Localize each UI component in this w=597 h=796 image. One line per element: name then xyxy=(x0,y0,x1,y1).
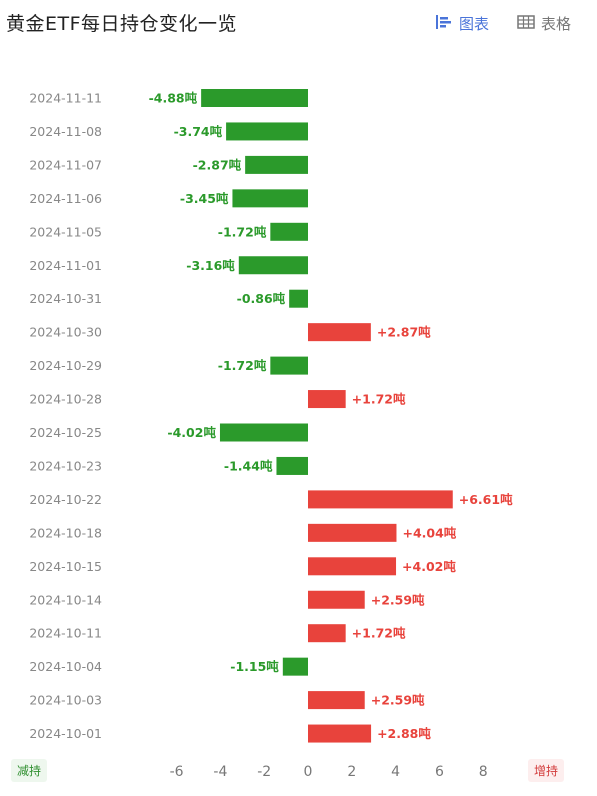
data-label: -1.72吨 xyxy=(218,224,267,239)
x-tick-label: 4 xyxy=(391,764,400,780)
data-label: +4.04吨 xyxy=(402,525,456,540)
category-label: 2024-10-22 xyxy=(29,492,102,507)
bar xyxy=(308,590,365,609)
category-label: 2024-11-08 xyxy=(29,124,102,139)
data-label: +1.72吨 xyxy=(352,626,406,641)
data-label: -1.15吨 xyxy=(230,659,279,674)
data-label: -3.74吨 xyxy=(174,124,223,139)
bar xyxy=(270,222,308,241)
data-label: +2.59吨 xyxy=(371,592,425,607)
data-label: +2.88吨 xyxy=(377,726,431,741)
bar xyxy=(276,456,308,475)
x-tick-label: -6 xyxy=(170,764,184,780)
category-label: 2024-11-07 xyxy=(29,157,102,172)
data-label: -1.72吨 xyxy=(218,358,267,373)
category-label: 2024-11-06 xyxy=(29,191,102,206)
category-label: 2024-10-30 xyxy=(29,325,102,340)
x-tick-label: 8 xyxy=(479,764,488,780)
x-tick-label: 2 xyxy=(347,764,356,780)
data-label: -0.86吨 xyxy=(237,291,286,306)
category-label: 2024-10-25 xyxy=(29,425,102,440)
data-label: -4.02吨 xyxy=(167,425,216,440)
category-label: 2024-10-01 xyxy=(29,726,102,741)
bar xyxy=(308,323,371,342)
category-label: 2024-11-05 xyxy=(29,224,102,239)
chart-view-label: 图表 xyxy=(459,15,490,33)
data-label: +6.61吨 xyxy=(459,492,513,507)
category-label: 2024-10-18 xyxy=(29,525,102,540)
category-label: 2024-10-03 xyxy=(29,693,102,708)
category-label: 2024-10-31 xyxy=(29,291,102,306)
x-tick-label: 0 xyxy=(304,764,313,780)
table-view-tab[interactable]: 表格 xyxy=(517,13,571,34)
x-tick-label: -4 xyxy=(213,764,227,780)
bar xyxy=(282,657,308,676)
category-label: 2024-11-01 xyxy=(29,258,102,273)
page-title: 黄金ETF每日持仓变化一览 xyxy=(6,13,238,35)
bar xyxy=(308,624,346,643)
category-label: 2024-10-29 xyxy=(29,358,102,373)
category-label: 2024-10-28 xyxy=(29,392,102,407)
category-label: 2024-10-14 xyxy=(29,592,102,607)
bar xyxy=(308,557,397,576)
data-label: +2.59吨 xyxy=(371,693,425,708)
bar xyxy=(308,523,397,542)
data-label: -4.88吨 xyxy=(149,91,198,106)
bar xyxy=(270,356,308,375)
data-label: -3.45吨 xyxy=(180,191,229,206)
bar xyxy=(308,490,453,509)
bar xyxy=(308,390,346,409)
data-label: -3.16吨 xyxy=(186,258,235,273)
category-label: 2024-10-23 xyxy=(29,458,102,473)
bar xyxy=(219,423,308,442)
data-label: +1.72吨 xyxy=(352,392,406,407)
category-label: 2024-11-11 xyxy=(29,91,102,106)
data-label: -2.87吨 xyxy=(193,157,242,172)
table-view-label: 表格 xyxy=(541,15,572,33)
category-label: 2024-10-15 xyxy=(29,559,102,574)
bar xyxy=(245,155,308,174)
bar xyxy=(201,89,308,107)
bar xyxy=(308,724,372,743)
increase-legend-badge: 增持 xyxy=(528,759,565,782)
category-label: 2024-10-11 xyxy=(29,626,102,641)
category-label: 2024-10-04 xyxy=(29,659,102,674)
bar xyxy=(226,122,308,141)
bar xyxy=(289,289,308,308)
bar xyxy=(308,691,365,710)
data-label: +2.87吨 xyxy=(377,325,431,340)
bar-chart-icon xyxy=(435,14,453,34)
bar xyxy=(238,256,308,275)
x-tick-label: -2 xyxy=(257,764,271,780)
decrease-legend-badge: 减持 xyxy=(11,759,48,782)
data-label: -1.44吨 xyxy=(224,458,273,473)
chart-view-tab[interactable]: 图表 xyxy=(435,13,489,34)
x-tick-label: 6 xyxy=(435,764,444,780)
data-label: +4.02吨 xyxy=(402,559,456,574)
bar xyxy=(232,189,308,208)
table-grid-icon xyxy=(517,14,535,33)
